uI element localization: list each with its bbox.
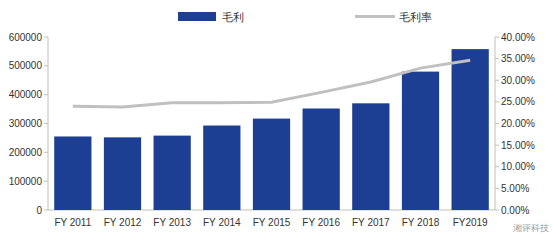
x-tick-label: FY 2017: [352, 217, 390, 228]
y-tick-label: 0: [36, 205, 42, 216]
y2-tick: [495, 166, 499, 167]
y2-tick-label: 30.00%: [501, 75, 535, 86]
y-tick-label: 600000: [9, 32, 43, 43]
y2-tick: [495, 210, 499, 211]
bar: [203, 126, 240, 210]
y2-tick: [495, 80, 499, 81]
y-tick-label: 500000: [9, 60, 43, 71]
y-tick: [44, 210, 48, 211]
y2-tick: [495, 101, 499, 102]
x-tick-label: FY 2011: [54, 217, 91, 228]
bar: [54, 136, 91, 210]
y2-tick: [495, 58, 499, 59]
y2-tick: [495, 145, 499, 146]
legend-swatch: [178, 12, 216, 21]
marks: [54, 49, 489, 210]
y2-tick-label: 35.00%: [501, 53, 535, 64]
bar: [154, 136, 191, 210]
legend-swatch: [355, 15, 395, 18]
y2-tick: [495, 188, 499, 189]
y-tick-label: 100000: [9, 176, 43, 187]
bar: [253, 119, 290, 210]
y-tick-label: 300000: [9, 118, 43, 129]
y2-tick: [495, 37, 499, 38]
legend-label: 毛利率: [399, 11, 432, 23]
x-tick-label: FY 2016: [302, 217, 340, 228]
legend-label: 毛利: [222, 11, 244, 23]
y2-tick: [495, 123, 499, 124]
bar: [452, 49, 489, 210]
x-tick-label: FY 2014: [203, 217, 241, 228]
x-tick-label: FY 2018: [402, 217, 440, 228]
bar: [352, 103, 389, 210]
x-tick-label: FY 2012: [104, 217, 142, 228]
x-tick-label: FY2019: [453, 217, 488, 228]
y2-tick-label: 25.00%: [501, 96, 535, 107]
bar: [303, 109, 340, 210]
x-tick-label: FY 2013: [153, 217, 191, 228]
y2-tick-label: 0.00%: [501, 205, 529, 216]
bar: [402, 72, 439, 210]
y-tick-label: 200000: [9, 147, 43, 158]
y-tick: [44, 37, 48, 38]
bar: [104, 137, 141, 210]
watermark: 湘评科技: [513, 223, 549, 233]
chart: 0 100000 200000 300000 400000 500000 600000 0.0…: [0, 0, 553, 234]
y-tick: [44, 65, 48, 66]
y2-tick-label: 5.00%: [501, 183, 529, 194]
y2-tick-label: 15.00%: [501, 140, 535, 151]
y-tick: [44, 94, 48, 95]
y2-tick-label: 40.00%: [501, 32, 535, 43]
y2-tick-label: 10.00%: [501, 161, 535, 172]
y-tick: [44, 181, 48, 182]
line: [73, 60, 470, 107]
y-tick: [44, 152, 48, 153]
x-tick-label: FY 2015: [253, 217, 291, 228]
y-tick: [44, 123, 48, 124]
y2-tick-label: 20.00%: [501, 118, 535, 129]
y-tick-label: 400000: [9, 89, 43, 100]
